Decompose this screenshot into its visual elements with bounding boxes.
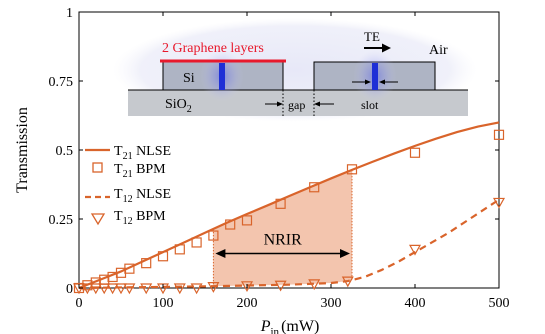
nrir-label: NRIR <box>264 232 303 249</box>
nrir-shaded-region <box>213 169 352 287</box>
series-1-point <box>141 258 152 269</box>
slot-label: slot <box>361 98 379 112</box>
legend: T21 NLSE T21 BPM T12 NLSE T12 BPM <box>85 144 171 227</box>
series-1-point <box>493 129 505 140</box>
legend-swatch-t21-bpm <box>92 162 103 173</box>
series-1-point <box>174 244 185 255</box>
te-label: TE <box>364 29 380 44</box>
slot-arrow-left-head <box>365 79 371 85</box>
series-3-point <box>98 283 111 295</box>
series-3-point <box>89 283 102 295</box>
series-1-point <box>157 251 169 262</box>
legend-label-t21-bpm: T21 BPM <box>114 162 166 180</box>
air-label: Air <box>429 43 448 58</box>
y-tick-label: 0.5 <box>56 144 74 159</box>
slot-arrow-right-head <box>379 79 385 85</box>
series-3-point <box>492 197 506 209</box>
series-1-point <box>346 164 358 175</box>
inset-diagram: 2 Graphene layers Si SiO2 gap slot TE Ai… <box>113 18 477 122</box>
series-1-point <box>191 237 202 248</box>
legend-label-t12-nlse: T12 NLSE <box>114 187 171 205</box>
sio2-label: SiO2 <box>165 97 192 115</box>
series-3-point <box>341 276 354 288</box>
legend-label-t12-bpm: T12 BPM <box>114 209 166 227</box>
series-3-point <box>114 283 128 295</box>
x-tick-label: 200 <box>237 296 258 311</box>
x-axis-label: Pin (mW) <box>260 318 320 334</box>
series-3-point <box>140 283 153 295</box>
series-3-point <box>408 244 422 256</box>
series-1-point <box>409 147 421 158</box>
y-tick-label: 0.25 <box>49 213 74 228</box>
gap-arrow-right-head <box>314 101 320 107</box>
y-axis-label: Transmission <box>14 107 31 193</box>
series-3-point <box>81 283 94 295</box>
y-tick-label: 0.75 <box>49 75 74 90</box>
x-tick-label: 0 <box>76 296 83 311</box>
series-1-point <box>275 198 286 209</box>
series-3-point <box>106 283 119 295</box>
sio2-substrate <box>128 90 468 116</box>
series-3-point <box>207 282 220 293</box>
slot-right <box>372 63 378 90</box>
nrir-arrow <box>215 249 350 258</box>
series-3-point <box>173 283 186 295</box>
series-1-point <box>124 263 135 274</box>
slot-left <box>219 63 225 90</box>
y-tick-label: 1 <box>66 6 73 21</box>
te-arrow-head <box>382 43 391 53</box>
y-tick-label: 0 <box>66 282 73 297</box>
si-label: Si <box>183 71 195 86</box>
x-tick-label: 500 <box>489 296 510 311</box>
graphene-label: 2 Graphene layers <box>162 41 264 56</box>
x-tick-label: 300 <box>321 296 342 311</box>
series-1-point <box>225 219 236 230</box>
series-3-point <box>190 283 203 295</box>
gap-arrow-left-head <box>277 101 283 107</box>
x-tick-label: 100 <box>153 296 174 311</box>
series-1-point <box>309 182 320 193</box>
series-2-line <box>78 198 500 290</box>
series-3-point <box>240 281 254 293</box>
x-tick-label: 400 <box>405 296 426 311</box>
series-1-point <box>208 230 219 241</box>
legend-label-t21-nlse: T21 NLSE <box>114 144 171 162</box>
series-3-point <box>274 280 287 292</box>
legend-swatch-t12-bpm <box>90 213 106 226</box>
gap-label: gap <box>288 98 305 112</box>
series-3-point <box>308 279 321 291</box>
series-3-point <box>123 283 136 295</box>
series-1-point <box>241 215 253 226</box>
